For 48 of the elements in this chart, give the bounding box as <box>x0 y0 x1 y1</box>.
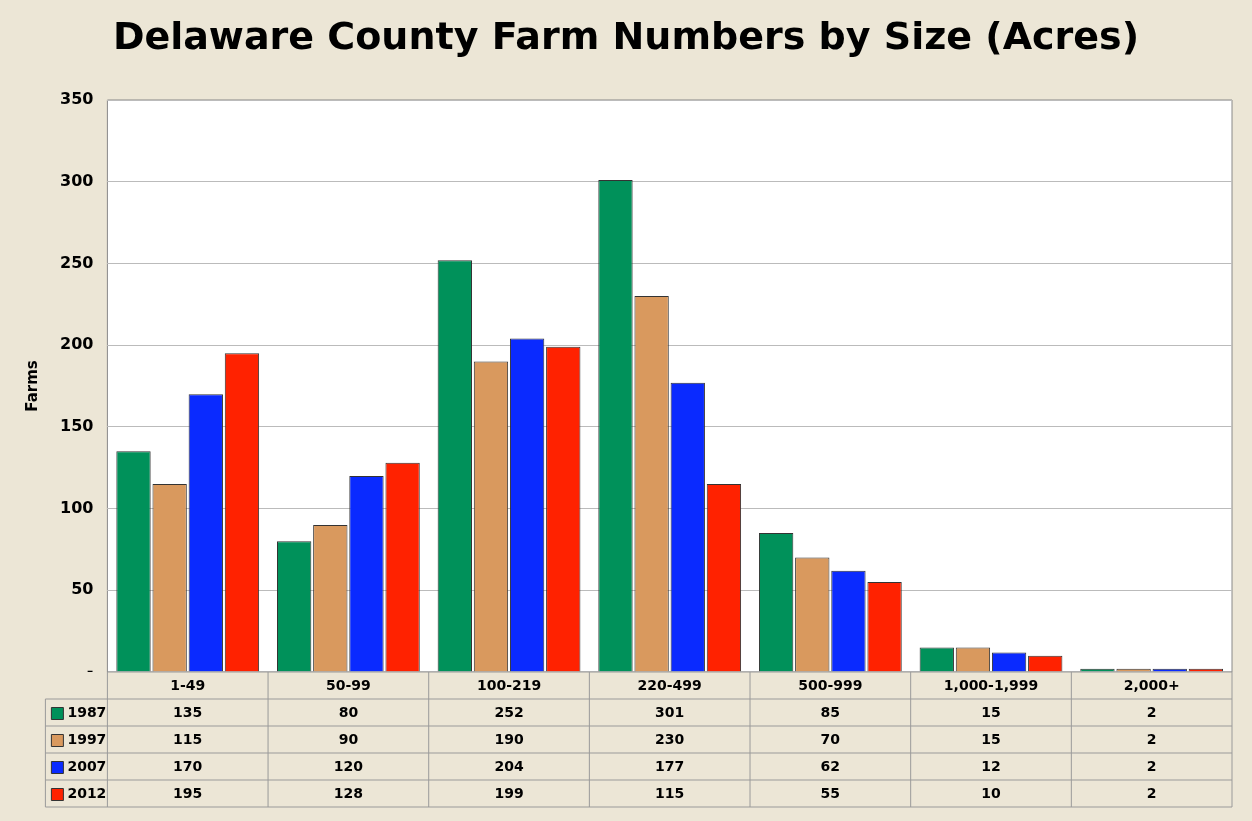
x-tick-label: 1-49 <box>170 677 206 694</box>
data-label: 15 <box>981 704 1001 721</box>
data-label: 12 <box>981 758 1001 775</box>
data-label: 2 <box>1146 704 1157 721</box>
x-tick-label: 100-219 <box>476 677 542 694</box>
data-label: 62 <box>820 758 841 775</box>
data-label: 230 <box>655 731 685 748</box>
data-label: 120 <box>333 758 364 775</box>
data-label: 199 <box>494 785 524 802</box>
data-label: 128 <box>333 785 363 802</box>
legend-label: 1997 <box>67 731 107 748</box>
data-label: 2 <box>1146 731 1157 748</box>
y-tick-label: 50 <box>71 579 94 599</box>
y-tick-label: 250 <box>59 252 94 272</box>
y-tick-label: 150 <box>59 416 94 436</box>
data-label: 85 <box>820 704 841 721</box>
y-tick-label: 300 <box>59 170 94 190</box>
data-label: 80 <box>338 704 359 721</box>
y-tick-label: 350 <box>59 89 94 109</box>
legend-label: 2007 <box>67 758 107 775</box>
data-label: 301 <box>655 704 685 721</box>
y-axis-title: Farms <box>22 360 41 412</box>
data-label: 204 <box>494 758 524 775</box>
data-label: 2 <box>1146 758 1157 775</box>
y-tick-label: 100 <box>59 497 94 517</box>
x-tick-label: 2,000+ <box>1123 677 1180 694</box>
legend-label: 1987 <box>67 704 107 721</box>
data-label: 70 <box>820 731 841 748</box>
data-label: 170 <box>173 758 203 775</box>
data-label: 10 <box>981 785 1002 802</box>
data-label: 177 <box>655 758 685 775</box>
y-tick-label: 200 <box>59 334 94 354</box>
data-label: 55 <box>820 785 841 802</box>
x-tick-label: 50-99 <box>325 677 371 694</box>
data-label: 135 <box>173 704 203 721</box>
x-tick-label: 220-499 <box>637 677 702 694</box>
data-label: 190 <box>494 731 524 748</box>
legend-label: 2012 <box>67 785 107 802</box>
data-label: 115 <box>655 785 685 802</box>
x-tick-label: 500-999 <box>798 677 863 694</box>
data-label: 195 <box>173 785 203 802</box>
chart-title: Delaware County Farm Numbers by Size (Acres) <box>111 14 1141 58</box>
data-label: 252 <box>494 704 524 721</box>
data-label: 90 <box>338 731 359 748</box>
data-label: 15 <box>981 731 1001 748</box>
x-tick-label: 1,000-1,999 <box>943 677 1039 694</box>
data-label: 115 <box>173 731 203 748</box>
data-label: 2 <box>1146 785 1157 802</box>
